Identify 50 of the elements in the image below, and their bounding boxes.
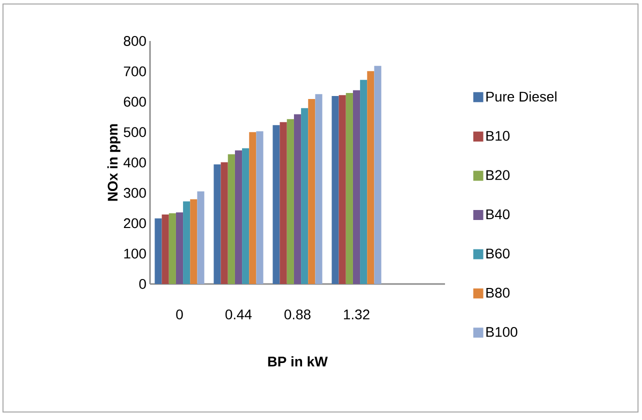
bar bbox=[308, 99, 316, 284]
y-tick-label: 0 bbox=[139, 279, 146, 289]
bar bbox=[197, 191, 204, 284]
bar bbox=[360, 80, 368, 284]
bar bbox=[214, 164, 221, 284]
bar bbox=[256, 131, 264, 284]
legend-label: B40 bbox=[486, 209, 510, 220]
bar bbox=[154, 218, 162, 284]
y-tick-label: 100 bbox=[124, 248, 146, 259]
bar bbox=[332, 96, 339, 284]
y-tick-label: 300 bbox=[124, 188, 146, 198]
bar bbox=[272, 125, 280, 284]
y-tick-label: 700 bbox=[124, 66, 146, 76]
bar bbox=[338, 95, 346, 284]
y-tick-label: 500 bbox=[124, 127, 146, 138]
bar bbox=[242, 148, 250, 284]
y-tick-label: 200 bbox=[124, 218, 146, 228]
x-tick-label: 0.44 bbox=[225, 310, 252, 320]
bar bbox=[301, 108, 308, 284]
bar bbox=[190, 199, 198, 284]
legend-label: B100 bbox=[486, 327, 518, 337]
legend-label: B10 bbox=[486, 130, 510, 141]
bar bbox=[286, 119, 294, 284]
bar bbox=[346, 92, 353, 284]
legend-label: B60 bbox=[486, 248, 510, 258]
bar bbox=[234, 150, 242, 284]
bar bbox=[280, 122, 287, 284]
legend-label: Pure Diesel bbox=[486, 91, 556, 102]
bar bbox=[168, 213, 176, 284]
bar bbox=[220, 162, 228, 284]
bar bbox=[228, 154, 235, 284]
x-tick-label: 1.32 bbox=[344, 310, 370, 320]
x-axis-title: BP in kW bbox=[268, 356, 328, 366]
bar bbox=[162, 214, 169, 284]
bar bbox=[183, 201, 190, 284]
bar bbox=[352, 90, 360, 284]
y-tick-label: 400 bbox=[124, 158, 146, 168]
y-tick-label: 600 bbox=[124, 96, 146, 107]
bar bbox=[374, 66, 382, 284]
y-tick-label: 800 bbox=[124, 36, 146, 46]
legend-label: B20 bbox=[486, 170, 510, 180]
y-axis-title: NOx in ppm bbox=[107, 124, 120, 201]
x-tick-label: 0.88 bbox=[284, 310, 310, 320]
bar bbox=[367, 71, 374, 284]
legend-label: B80 bbox=[486, 288, 510, 298]
bar bbox=[294, 114, 302, 284]
bar bbox=[176, 212, 184, 284]
bar bbox=[315, 94, 322, 284]
x-tick-label: 0 bbox=[176, 310, 183, 320]
bar bbox=[249, 132, 256, 284]
